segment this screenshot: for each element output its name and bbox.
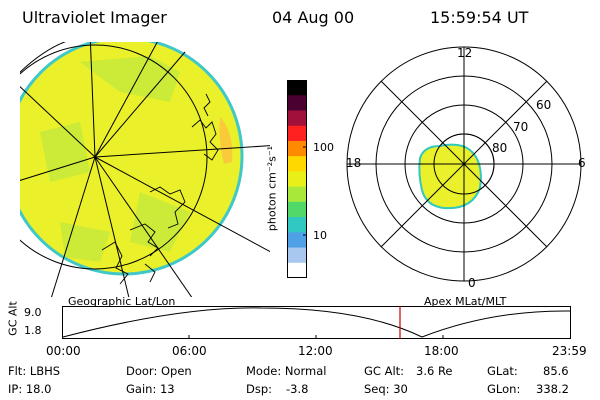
mlt-label-18: 18: [346, 156, 362, 170]
timeline-xtick-3: 18:00: [424, 344, 459, 358]
colorbar-stripe: [287, 262, 307, 278]
colorbar-stripe: [287, 171, 307, 188]
coastlines: [101, 93, 219, 285]
colorbar-tick-100: 100: [313, 141, 334, 154]
gcalt-value: 3.6 Re: [416, 364, 453, 378]
dsp-label: Dsp:: [246, 382, 273, 396]
glon-label: GLon:: [487, 382, 521, 396]
timeline-xtick-0: 00:00: [46, 344, 81, 358]
geographic-label: Geographic Lat/Lon: [68, 295, 176, 308]
apex-label: Apex MLat/MLT: [424, 295, 507, 308]
timeline-plot: [62, 306, 571, 339]
ip-info: IP: 18.0: [8, 382, 52, 396]
timeline-ylabel: GC Alt: [6, 301, 20, 336]
timeline-ytick-top: 9.0: [24, 306, 42, 319]
graticule: [20, 42, 270, 297]
dsp-value: -3.8: [286, 382, 309, 396]
colorbar-stripe: [287, 217, 307, 233]
colorbar-tick-10: 10: [313, 229, 327, 242]
geographic-image: [20, 42, 270, 297]
lat-label-60: 60: [536, 98, 552, 112]
colorbar-stripe: [287, 186, 307, 203]
timeline-xtick-4: 23:59: [552, 344, 587, 358]
timeline-xtick-2: 12:00: [298, 344, 333, 358]
lat-label-70: 70: [513, 120, 529, 134]
mlt-label-12: 12: [457, 46, 473, 60]
mlt-label-6: 6: [578, 156, 586, 170]
mode-info: Mode: Normal: [246, 364, 327, 378]
gain-info: Gain: 13: [126, 382, 175, 396]
seq-info: Seq: 30: [364, 382, 408, 396]
colorbar-stripe: [287, 247, 307, 264]
colorbar: [287, 80, 307, 278]
colorbar-unit-label: photon cm⁻²s⁻¹: [265, 145, 279, 232]
colorbar-stripe: [287, 95, 307, 111]
mlt-label-0: 0: [468, 276, 476, 290]
glat-label: GLat:: [487, 364, 518, 378]
gcalt-label: GC Alt:: [364, 364, 405, 378]
orange-patch: [219, 117, 233, 164]
app-title: Ultraviolet Imager: [22, 8, 167, 27]
auroral-oval: [418, 143, 482, 210]
door-info: Door: Open: [126, 364, 192, 378]
colorbar-stripe: [287, 125, 307, 142]
date-label: 04 Aug 00: [272, 8, 355, 27]
colorbar-stripe: [287, 232, 307, 249]
glon-value: 338.2: [536, 382, 569, 396]
polar-plot: [346, 46, 582, 282]
filter-info: Flt: LBHS: [8, 364, 61, 378]
glat-value: 85.6: [543, 364, 569, 378]
colorbar-stripe: [287, 156, 307, 172]
time-label: 15:59:54 UT: [430, 8, 529, 27]
green-patches: [40, 56, 190, 262]
colorbar-stripe: [287, 140, 307, 157]
timeline-ytick-bottom: 1.8: [24, 324, 42, 337]
colorbar-stripe: [287, 110, 307, 127]
timeline-xtick-1: 06:00: [172, 344, 207, 358]
colorbar-stripe: [287, 80, 307, 96]
lat-label-80: 80: [492, 141, 508, 155]
colorbar-stripe: [287, 201, 307, 218]
